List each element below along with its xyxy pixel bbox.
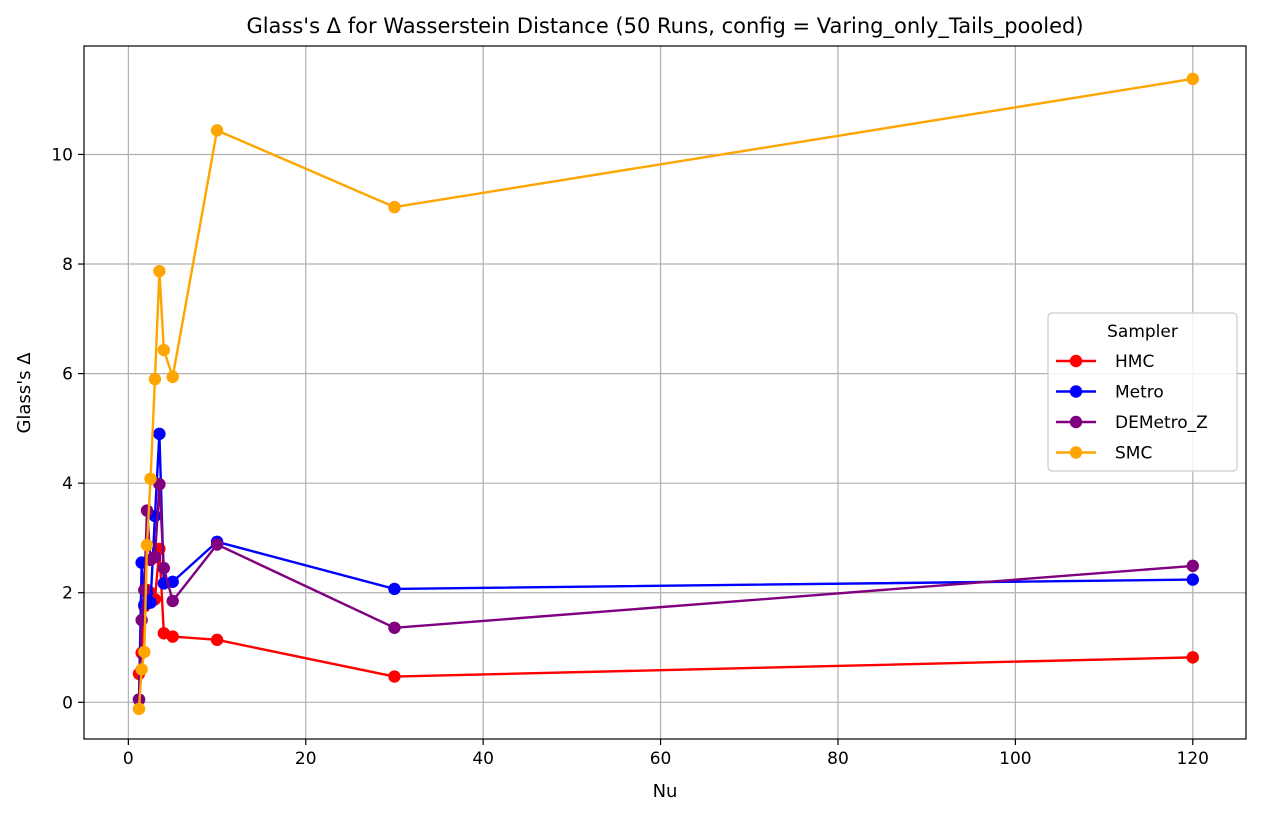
data-point-smc bbox=[388, 200, 401, 214]
data-point-demetro-z bbox=[140, 504, 154, 517]
legend-title: Sampler bbox=[1107, 322, 1178, 342]
data-point-hmc bbox=[210, 633, 224, 647]
y-axis-label: Glass's Δ bbox=[14, 352, 35, 434]
x-axis-label: Nu bbox=[653, 781, 678, 802]
legend-swatch-marker bbox=[1069, 385, 1083, 398]
legend-item-metro: Metro bbox=[1056, 383, 1164, 403]
legend-label: DEMetro_Z bbox=[1115, 413, 1208, 433]
legend-box bbox=[1047, 312, 1238, 472]
legend-label: SMC bbox=[1115, 444, 1152, 464]
data-point-smc bbox=[1186, 72, 1199, 86]
legend-swatch-marker bbox=[1069, 354, 1083, 368]
x-tick-label: 100 bbox=[999, 749, 1031, 769]
x-tick-label: 20 bbox=[295, 749, 317, 769]
data-point-hmc bbox=[1186, 651, 1199, 664]
data-point-smc bbox=[135, 663, 148, 676]
legend: Sampler HMC Metro DEMetro_Z SMC bbox=[1047, 312, 1238, 472]
data-point-metro bbox=[144, 596, 157, 609]
data-point-smc bbox=[166, 370, 179, 384]
legend-swatch-marker bbox=[1069, 415, 1083, 429]
x-tick-label: 0 bbox=[123, 749, 134, 769]
data-point-smc bbox=[140, 538, 154, 552]
y-tick-label: 0 bbox=[62, 693, 73, 713]
data-point-demetro-z bbox=[210, 538, 224, 551]
x-tick-label: 60 bbox=[650, 749, 672, 769]
data-point-metro bbox=[153, 427, 166, 441]
legend-label: HMC bbox=[1115, 352, 1154, 372]
data-point-hmc bbox=[388, 670, 401, 683]
series-line-hmc bbox=[137, 547, 1193, 678]
data-point-demetro-z bbox=[138, 583, 151, 597]
y-tick-label: 10 bbox=[51, 145, 73, 165]
series-smc bbox=[132, 72, 1199, 716]
axis-ticks: 0 20 40 60 80 100 120 0 2 4 6 8 10 bbox=[51, 145, 1209, 769]
data-point-smc bbox=[210, 124, 224, 137]
data-point-smc bbox=[157, 343, 171, 357]
data-point-demetro-z bbox=[166, 594, 179, 608]
x-tick-label: 40 bbox=[472, 749, 494, 769]
chart-title: Glass's Δ for Wasserstein Distance (50 R… bbox=[246, 14, 1083, 39]
data-point-smc bbox=[148, 372, 162, 386]
series-demetro-z bbox=[132, 478, 1199, 706]
data-point-demetro-z bbox=[153, 478, 166, 491]
data-point-demetro-z bbox=[1186, 559, 1199, 573]
legend-item-hmc: HMC bbox=[1056, 352, 1154, 372]
data-point-smc bbox=[144, 472, 157, 485]
legend-swatch-marker bbox=[1069, 446, 1083, 459]
x-tick-label: 80 bbox=[827, 749, 849, 769]
y-tick-label: 4 bbox=[62, 474, 73, 494]
x-tick-label: 120 bbox=[1177, 749, 1209, 769]
y-tick-label: 6 bbox=[62, 365, 73, 385]
data-point-demetro-z bbox=[388, 621, 401, 634]
data-point-smc bbox=[132, 702, 146, 716]
y-tick-label: 2 bbox=[62, 584, 73, 604]
data-point-metro bbox=[1186, 573, 1199, 586]
data-point-hmc bbox=[166, 630, 179, 643]
legend-item-demetro-z: DEMetro_Z bbox=[1056, 413, 1208, 433]
plot-area-frame bbox=[83, 45, 1247, 740]
y-tick-label: 8 bbox=[62, 255, 73, 275]
data-point-metro bbox=[388, 582, 401, 596]
series-layer bbox=[132, 72, 1199, 716]
legend-label: Metro bbox=[1115, 383, 1164, 403]
data-point-demetro-z bbox=[157, 561, 171, 575]
data-point-demetro-z bbox=[148, 550, 162, 564]
data-point-smc bbox=[138, 645, 151, 659]
legend-item-smc: SMC bbox=[1056, 444, 1152, 464]
data-point-smc bbox=[153, 264, 166, 278]
